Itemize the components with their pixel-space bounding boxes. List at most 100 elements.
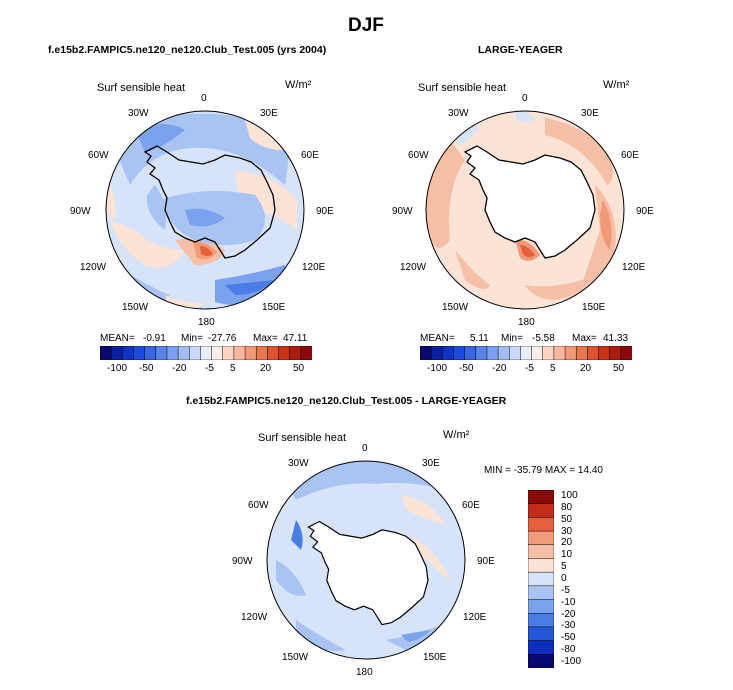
colorbar-swatch [520, 346, 533, 360]
cb-label: -5 [525, 363, 534, 374]
field-label-diff: Surf sensible heat [258, 432, 347, 444]
cb-label: -100 [427, 363, 448, 374]
cb-label: 5 [230, 363, 236, 374]
colorbar-tick-label: 80 [561, 501, 573, 513]
field-label-obs: Surf sensible heat [418, 82, 507, 94]
colorbar-swatch [100, 346, 112, 360]
contour-field-obs [426, 111, 624, 309]
colorbar-tick-label: 100 [561, 490, 578, 501]
stat-max-label: Max= [253, 333, 278, 344]
colorbar-swatch [110, 346, 123, 360]
lon-label-30e: 30E [422, 458, 440, 469]
lon-label-30e: 30E [581, 108, 599, 119]
colorbar-swatch [528, 585, 554, 601]
colorbar-tick-label: 5 [561, 561, 567, 573]
stat-mean-label: MEAN= [100, 333, 135, 344]
lon-label-90e: 90E [636, 206, 654, 217]
colorbar-tick-label: -20 [561, 608, 576, 620]
colorbar-swatch [244, 346, 257, 360]
panel-title-model: f.e15b2.FAMPIC5.ne120_ne120.Club_Test.00… [48, 44, 327, 56]
colorbar-swatch [420, 346, 432, 360]
contour-field-diff [267, 461, 465, 659]
cb-label: 50 [613, 363, 625, 374]
antarctica-coastline-model [143, 145, 276, 259]
colorbar-swatch [587, 346, 600, 360]
units-label-obs: W/m² [603, 79, 630, 91]
colorbar-tick-label: -10 [561, 596, 576, 608]
colorbar-tick-label: -50 [561, 632, 576, 644]
stat-min-label: Min= [181, 333, 203, 344]
lon-label-0: 0 [522, 93, 528, 104]
colorbar-swatch [620, 346, 632, 360]
cb-label: 50 [293, 363, 305, 374]
lon-label-180: 180 [198, 317, 215, 328]
lon-label-0: 0 [201, 93, 207, 104]
colorbar-tick-label: 50 [561, 513, 573, 525]
lon-label-60w: 60W [88, 150, 109, 161]
lon-label-30e: 30E [260, 108, 278, 119]
lon-label-120w: 120W [400, 262, 427, 273]
colorbar-swatch [528, 640, 554, 655]
colorbar-tick-label: -30 [561, 620, 576, 632]
colorbar-swatch [531, 346, 544, 360]
lon-label-60e: 60E [301, 150, 319, 161]
antarctica-coastline-diff [307, 520, 429, 626]
lon-label-30w: 30W [288, 458, 309, 469]
colorbar-swatch [528, 626, 554, 642]
stat-min-value: -5.58 [532, 333, 555, 344]
colorbar-swatch [528, 503, 554, 518]
stat-max-value: 41.33 [603, 333, 629, 344]
colorbar-swatch [122, 346, 135, 360]
stat-mean-value: 5.11 [470, 333, 489, 344]
units-label-model: W/m² [285, 79, 312, 91]
colorbar-swatch [278, 346, 291, 360]
colorbar-tick-label: 30 [561, 525, 573, 537]
colorbar-swatch [453, 346, 466, 360]
colorbar-swatch [430, 346, 443, 360]
colorbar-swatch [166, 346, 179, 360]
colorbar-swatch [222, 346, 235, 360]
stat-min-value: -27.76 [208, 333, 237, 344]
lon-label-90w: 90W [392, 206, 413, 217]
colorbar-swatch [528, 517, 554, 532]
cb-label: -5 [205, 363, 214, 374]
colorbar-swatch [177, 346, 190, 360]
colorbar-tick-label: -100 [561, 656, 582, 667]
colorbar-tick-label: -80 [561, 644, 576, 656]
colorbar-swatch [233, 346, 246, 360]
colorbar-swatch [528, 558, 554, 573]
panel-title-obs: LARGE-YEAGER [478, 44, 563, 56]
map-boundary-model [105, 110, 305, 310]
colorbar-swatch [598, 346, 611, 360]
colorbar-swatch [267, 346, 280, 360]
colorbar-swatch [528, 571, 554, 587]
colorbar-tick-label: 10 [561, 549, 573, 561]
colorbar-tick-label: -5 [561, 584, 570, 596]
colorbar-tick-label: 0 [561, 573, 567, 584]
cb-label: 5 [550, 363, 556, 374]
polar-map-diff [266, 460, 466, 660]
colorbar-model [100, 346, 312, 360]
colorbar-swatch [509, 346, 521, 360]
antarctica-coastline-obs [463, 145, 596, 259]
cb-label: -100 [107, 363, 128, 374]
colorbar-swatch [155, 346, 168, 360]
stat-min-label: Min= [501, 333, 523, 344]
lon-label-30w: 30W [128, 108, 149, 119]
colorbar-swatch [528, 544, 554, 560]
units-label-diff: W/m² [443, 429, 470, 441]
page-title: DJF [348, 15, 384, 36]
cb-label: -50 [139, 363, 154, 374]
colorbar-swatch [542, 346, 555, 360]
cb-label: 20 [580, 363, 592, 374]
colorbar-swatch [609, 346, 622, 360]
colorbar-swatch [528, 490, 554, 505]
lon-label-60w: 60W [408, 150, 429, 161]
colorbar-swatch [528, 599, 554, 614]
colorbar-swatch [200, 346, 213, 360]
lon-label-120w: 120W [241, 612, 268, 623]
map-boundary-diff [266, 460, 466, 660]
stat-mean-label: MEAN= [420, 333, 455, 344]
colorbar-swatch [144, 346, 157, 360]
colorbar-swatch [497, 346, 510, 360]
